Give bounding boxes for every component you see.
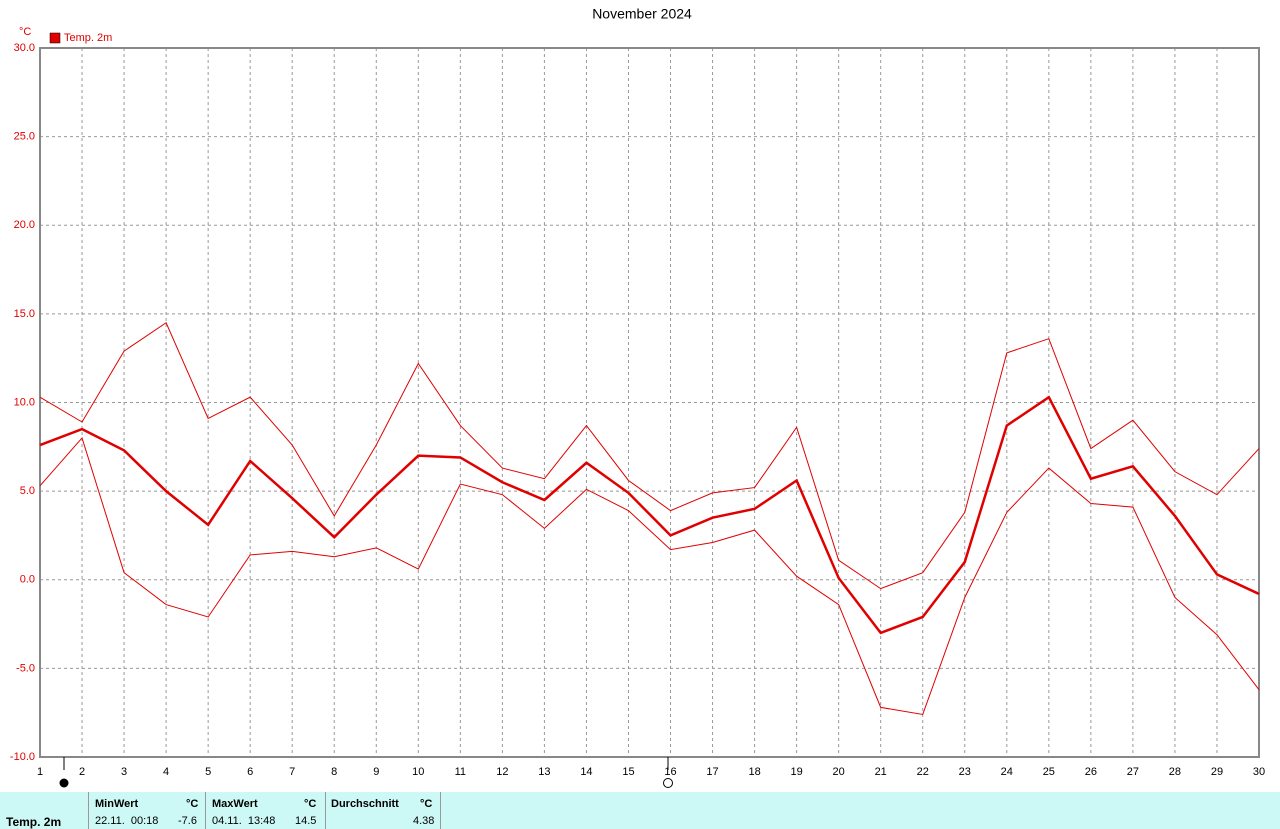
x-tick-label: 9	[373, 766, 379, 778]
min-unit: °C	[186, 798, 199, 810]
y-tick-label: 15.0	[14, 308, 35, 320]
max-time: 04.11. 13:48	[212, 815, 276, 827]
x-tick-label: 1	[37, 766, 43, 778]
x-tick-label: 7	[289, 766, 295, 778]
x-tick-label: 16	[664, 766, 676, 778]
separator	[325, 792, 326, 829]
x-tick-label: 19	[790, 766, 802, 778]
x-tick-label: 18	[748, 766, 760, 778]
x-tick-label: 27	[1127, 766, 1139, 778]
avg-value: 4.38	[413, 815, 435, 827]
y-tick-label: 0.0	[20, 574, 35, 586]
x-tick-label: 24	[1001, 766, 1013, 778]
x-tick-label: 4	[163, 766, 169, 778]
x-tick-label: 23	[959, 766, 971, 778]
series-line	[39, 395, 1260, 635]
x-tick-label: 14	[580, 766, 592, 778]
x-tick-label: 13	[538, 766, 550, 778]
x-tick-label: 10	[412, 766, 424, 778]
y-tick-label: -5.0	[16, 662, 35, 674]
x-tick-label: 28	[1169, 766, 1181, 778]
x-tick-label: 21	[875, 766, 887, 778]
x-tick-label: 20	[833, 766, 845, 778]
moon-new	[663, 778, 673, 788]
chart-title: November 2024	[592, 6, 692, 22]
y-tick-label: 10.0	[14, 396, 35, 408]
x-tick-label: 26	[1085, 766, 1097, 778]
chart: November 2024 °C Temp. 2m -10.0 -5.0 0.0 5.…	[10, 6, 1265, 788]
y-tick-label: 30.0	[14, 42, 35, 54]
legend-label: Temp. 2m	[64, 32, 112, 44]
min-time: 22.11. 00:18	[95, 815, 159, 827]
x-tick-label: 17	[706, 766, 718, 778]
max-unit: °C	[304, 798, 317, 810]
separator	[88, 792, 89, 829]
x-tick-label: 25	[1043, 766, 1055, 778]
y-tick-label: 25.0	[14, 131, 35, 143]
y-tick-label: -10.0	[10, 751, 35, 763]
x-tick-label: 15	[622, 766, 634, 778]
max-value: 14.5	[295, 815, 317, 827]
x-tick-label: 22	[917, 766, 929, 778]
x-tick-label: 3	[121, 766, 127, 778]
summary-bar: Temp. 2m MinWert °C 22.11. 00:18 -7.6 Ma…	[0, 792, 1280, 829]
min-value: -7.6	[178, 815, 197, 827]
separator	[440, 792, 441, 829]
max-title: MaxWert	[212, 798, 258, 810]
x-tick-label: 30	[1253, 766, 1265, 778]
moon-full	[59, 778, 69, 788]
y-tick-label: 5.0	[20, 485, 35, 497]
x-tick-label: 11	[455, 766, 466, 778]
y-tick-label: 20.0	[14, 219, 35, 231]
avg-unit: °C	[420, 798, 433, 810]
x-tick-label: 5	[205, 766, 211, 778]
series-min-line	[39, 436, 1260, 716]
plot-frame	[39, 47, 1260, 758]
x-tick-label: 29	[1211, 766, 1223, 778]
series-max-line	[39, 321, 1260, 590]
x-tick-label: 8	[331, 766, 337, 778]
summary-label: Temp. 2m	[6, 815, 62, 829]
y-unit: °C	[19, 26, 31, 38]
min-title: MinWert	[95, 798, 139, 810]
x-tick-label: 2	[79, 766, 85, 778]
avg-title: Durchschnitt	[331, 798, 399, 810]
legend-swatch	[49, 32, 61, 44]
x-tick-label: 12	[496, 766, 508, 778]
separator	[205, 792, 206, 829]
x-tick-label: 6	[247, 766, 253, 778]
